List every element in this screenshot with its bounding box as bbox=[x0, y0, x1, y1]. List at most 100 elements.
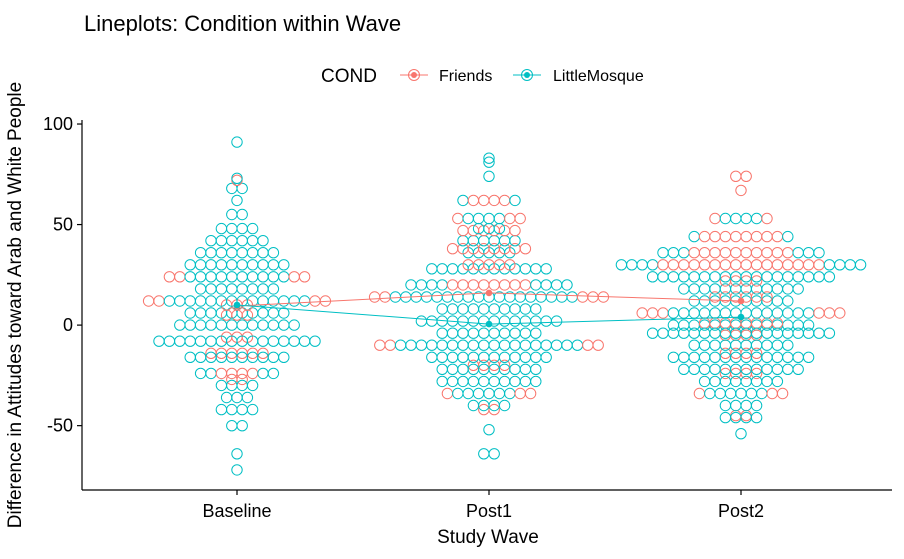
data-point-friends bbox=[226, 367, 238, 380]
data-point-littlemosque bbox=[530, 327, 542, 339]
data-point-littlemosque bbox=[761, 283, 773, 295]
data-point-littlemosque bbox=[389, 291, 402, 303]
data-point-littlemosque bbox=[540, 351, 552, 363]
data-point-friends bbox=[776, 387, 789, 400]
data-point-littlemosque bbox=[802, 247, 815, 259]
data-point-littlemosque bbox=[530, 315, 542, 327]
data-point-littlemosque bbox=[298, 295, 311, 307]
data-point-littlemosque bbox=[446, 351, 459, 363]
data-point-littlemosque bbox=[519, 375, 532, 388]
data-point-friends bbox=[236, 367, 248, 380]
data-point-littlemosque bbox=[278, 271, 290, 283]
x-tick-label: Post1 bbox=[466, 501, 512, 521]
data-point-littlemosque bbox=[735, 428, 747, 440]
data-point-friends bbox=[688, 259, 700, 271]
data-point-friends bbox=[215, 367, 228, 380]
data-point-littlemosque bbox=[615, 259, 628, 271]
data-point-littlemosque bbox=[267, 307, 280, 319]
data-point-littlemosque bbox=[452, 387, 464, 400]
data-point-littlemosque bbox=[257, 271, 269, 283]
data-point-littlemosque bbox=[278, 295, 290, 307]
data-point-littlemosque bbox=[231, 194, 243, 207]
data-point-littlemosque bbox=[646, 327, 659, 339]
data-point-littlemosque bbox=[771, 271, 784, 283]
data-point-littlemosque bbox=[667, 351, 680, 363]
data-point-friends bbox=[374, 339, 386, 351]
data-point-friends bbox=[504, 259, 516, 271]
data-point-littlemosque bbox=[709, 351, 721, 363]
data-point-littlemosque bbox=[813, 247, 825, 259]
data-point-littlemosque bbox=[483, 156, 495, 168]
data-point-littlemosque bbox=[205, 367, 217, 380]
data-point-littlemosque bbox=[278, 307, 290, 319]
data-point-littlemosque bbox=[688, 327, 700, 339]
data-point-friends bbox=[657, 307, 669, 319]
data-point-littlemosque bbox=[688, 230, 700, 243]
mean-point-littlemosque bbox=[737, 313, 745, 321]
data-point-littlemosque bbox=[405, 279, 417, 291]
data-point-friends bbox=[698, 230, 711, 243]
data-point-friends bbox=[771, 259, 784, 271]
data-point-littlemosque bbox=[698, 339, 711, 351]
data-point-littlemosque bbox=[205, 247, 217, 259]
data-point-littlemosque bbox=[519, 315, 532, 327]
data-point-littlemosque bbox=[436, 327, 448, 339]
data-point-littlemosque bbox=[498, 339, 511, 351]
y-tick-label: 50 bbox=[53, 215, 73, 235]
data-point-littlemosque bbox=[478, 327, 490, 339]
legend-item-friends: Friends bbox=[400, 68, 492, 85]
data-point-friends bbox=[719, 247, 732, 259]
data-point-littlemosque bbox=[184, 351, 196, 363]
data-point-friends bbox=[792, 259, 804, 271]
data-point-friends bbox=[740, 247, 752, 259]
data-point-littlemosque bbox=[561, 339, 573, 351]
data-point-friends bbox=[761, 230, 773, 243]
data-point-littlemosque bbox=[519, 327, 532, 339]
data-point-littlemosque bbox=[446, 375, 459, 388]
data-point-littlemosque bbox=[431, 291, 443, 303]
data-point-littlemosque bbox=[420, 291, 433, 303]
data-point-littlemosque bbox=[698, 283, 711, 295]
data-point-littlemosque bbox=[740, 375, 752, 388]
data-point-friends bbox=[509, 279, 521, 291]
data-point-littlemosque bbox=[678, 363, 690, 375]
data-point-littlemosque bbox=[457, 194, 469, 207]
data-point-littlemosque bbox=[519, 303, 532, 315]
data-point-littlemosque bbox=[205, 259, 217, 271]
data-point-littlemosque bbox=[436, 351, 448, 363]
data-point-littlemosque bbox=[834, 259, 846, 271]
data-point-littlemosque bbox=[802, 351, 815, 363]
data-point-littlemosque bbox=[730, 339, 742, 351]
data-point-friends bbox=[761, 247, 773, 259]
data-point-littlemosque bbox=[236, 403, 248, 416]
data-point-littlemosque bbox=[236, 379, 248, 392]
data-point-friends bbox=[735, 184, 747, 197]
data-point-littlemosque bbox=[493, 387, 506, 400]
data-point-littlemosque bbox=[472, 387, 485, 400]
data-point-friends bbox=[446, 279, 459, 291]
data-point-littlemosque bbox=[530, 263, 542, 275]
data-point-littlemosque bbox=[257, 307, 269, 319]
data-point-littlemosque bbox=[792, 327, 804, 339]
data-point-littlemosque bbox=[215, 271, 228, 283]
data-point-friends bbox=[750, 230, 763, 243]
data-point-littlemosque bbox=[498, 399, 511, 412]
data-point-littlemosque bbox=[688, 319, 700, 331]
data-point-friends bbox=[761, 259, 773, 271]
data-point-littlemosque bbox=[657, 247, 669, 259]
data-point-littlemosque bbox=[488, 235, 500, 247]
data-point-littlemosque bbox=[509, 339, 521, 351]
data-point-littlemosque bbox=[688, 271, 700, 283]
data-point-friends bbox=[750, 347, 763, 359]
data-point-friends bbox=[813, 307, 825, 319]
data-point-littlemosque bbox=[174, 319, 186, 331]
legend-label-friends: Friends bbox=[439, 68, 492, 85]
data-point-littlemosque bbox=[540, 279, 552, 291]
data-point-littlemosque bbox=[452, 291, 464, 303]
data-point-littlemosque bbox=[446, 263, 459, 275]
data-point-littlemosque bbox=[792, 363, 804, 375]
data-point-littlemosque bbox=[709, 339, 721, 351]
data-point-friends bbox=[519, 243, 532, 255]
data-point-friends bbox=[678, 259, 690, 271]
